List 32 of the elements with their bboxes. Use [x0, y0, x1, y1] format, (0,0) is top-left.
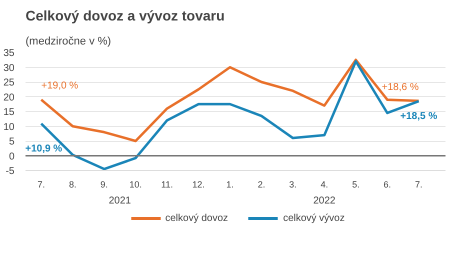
- data-label: +18,5 %: [400, 111, 438, 122]
- legend-label: celkový dovoz: [165, 212, 228, 224]
- x-tick-label: 7.: [415, 180, 423, 190]
- x-tick-label: 5.: [352, 180, 360, 190]
- y-tick-label: 15: [3, 107, 15, 118]
- data-label: +19,0 %: [41, 80, 78, 92]
- data-label: +10,9 %: [25, 144, 62, 155]
- data-label: +18,6 %: [382, 82, 419, 93]
- x-tick-label: 4.: [320, 180, 328, 190]
- x-tick-label: 12.: [192, 180, 205, 190]
- y-tick-label: -5: [6, 166, 15, 177]
- y-tick-label: 10: [3, 122, 15, 133]
- chart-title: Celkový dovoz a vývoz tovaru: [26, 8, 225, 24]
- y-tick-label: 25: [3, 78, 15, 88]
- y-tick-label: 0: [8, 151, 15, 162]
- x-tick-label: 7.: [37, 180, 45, 190]
- legend-label: celkový vývoz: [283, 212, 345, 224]
- x-tick-label: 8.: [68, 180, 76, 190]
- x-tick-label: 9.: [100, 180, 108, 190]
- chart-subtitle: (medziročne v %): [26, 36, 112, 48]
- y-tick-label: 30: [3, 62, 15, 74]
- x-tick-label: 1.: [226, 180, 234, 190]
- text: 2021: [108, 196, 132, 206]
- x-tick-label: 2.: [258, 180, 266, 190]
- x-tick-label: 11.: [161, 180, 173, 190]
- y-tick-label: 5: [8, 136, 15, 148]
- text: 2022: [313, 196, 336, 206]
- y-tick-label: 35: [3, 48, 15, 59]
- x-tick-label: 6.: [384, 180, 392, 190]
- y-tick-label: 20: [3, 92, 15, 104]
- x-tick-label: 3.: [289, 180, 297, 190]
- x-tick-label: 10.: [129, 180, 142, 190]
